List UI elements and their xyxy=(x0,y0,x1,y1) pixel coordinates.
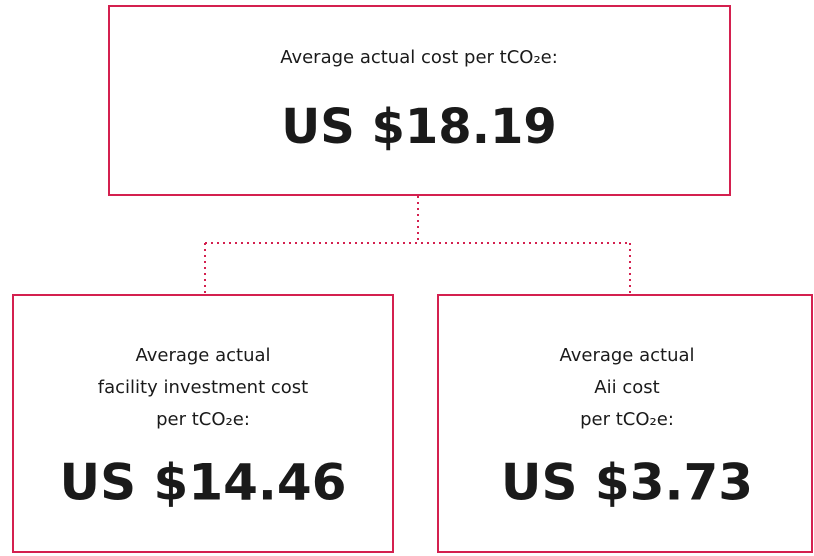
node-label: per tCO₂e: xyxy=(156,409,250,430)
node-label: Aii cost xyxy=(594,377,659,398)
node-value: US $18.19 xyxy=(281,99,556,155)
node-box xyxy=(108,5,731,196)
node-box xyxy=(437,294,813,553)
node-label: Average actual xyxy=(559,345,694,366)
connector xyxy=(204,196,631,294)
node-label: Average actual cost per tCO₂e: xyxy=(280,47,558,68)
node-label: Average actual xyxy=(135,345,270,366)
node-value: US $14.46 xyxy=(60,454,347,512)
node-box xyxy=(12,294,394,553)
node-label: per tCO₂e: xyxy=(580,409,674,430)
node-value: US $3.73 xyxy=(501,454,753,512)
node-label: facility investment cost xyxy=(98,377,308,398)
